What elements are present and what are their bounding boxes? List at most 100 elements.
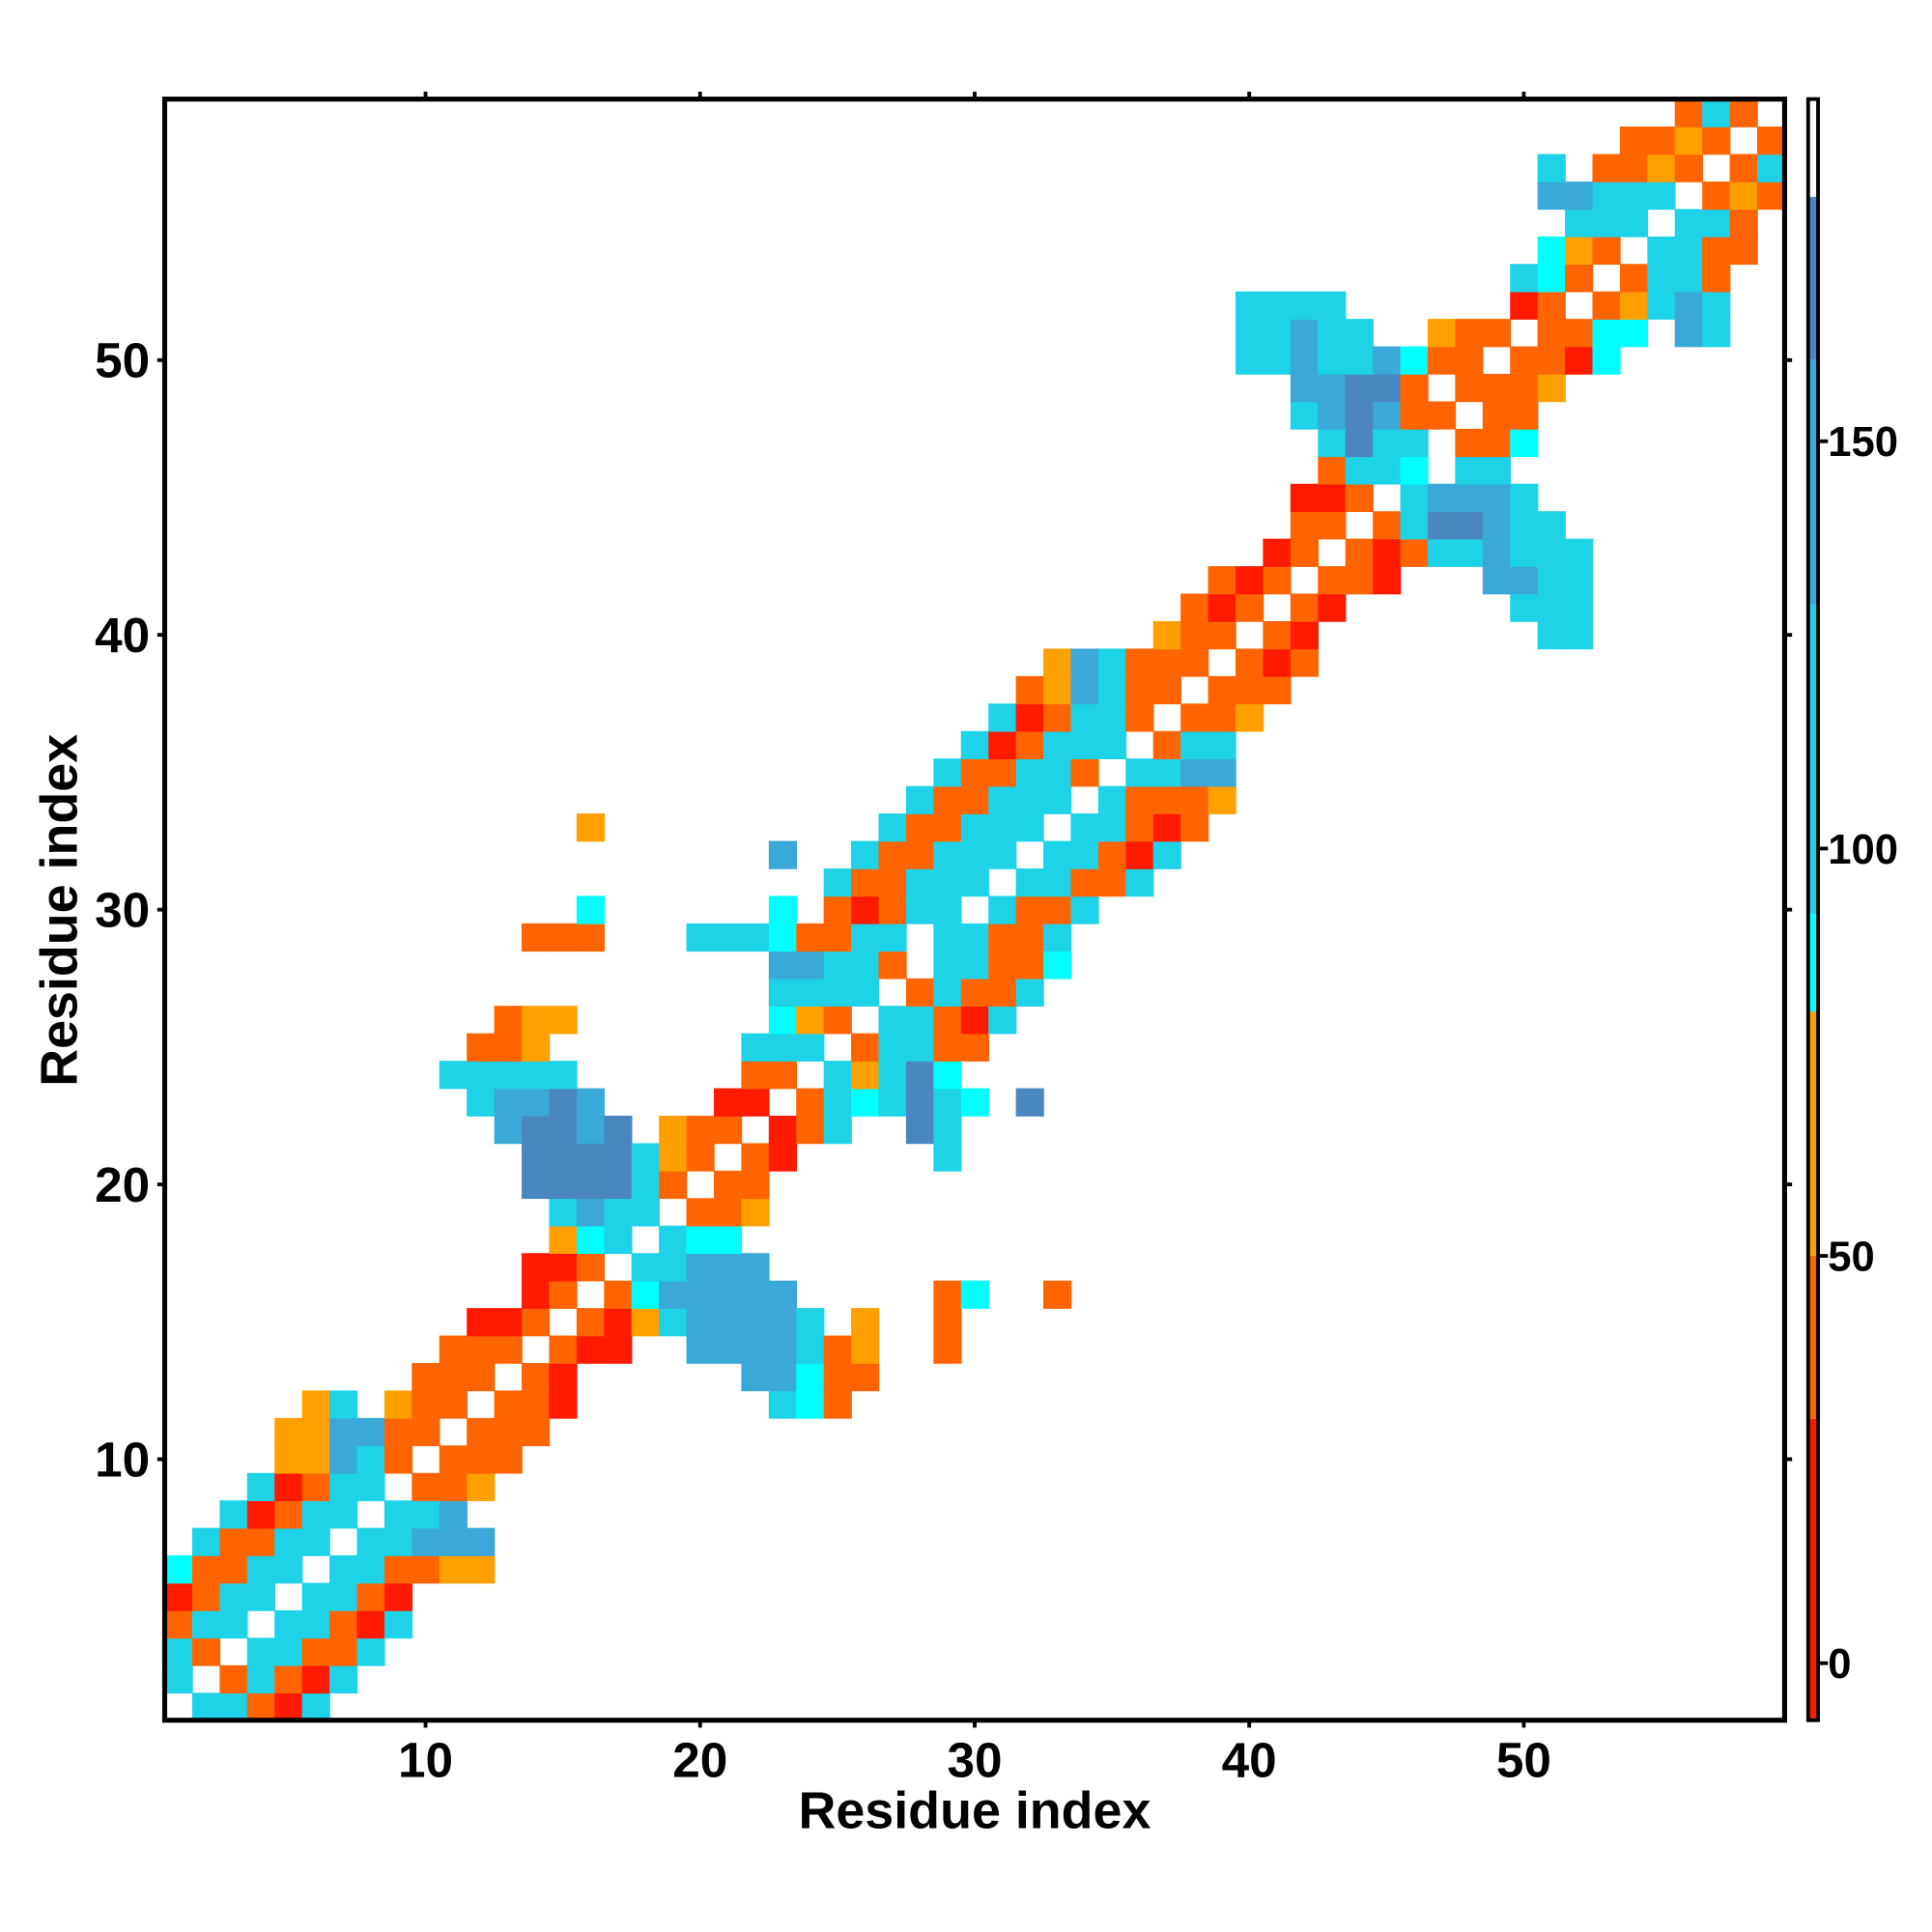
- heatmap-cell: [1043, 840, 1072, 869]
- heatmap-cell: [1263, 675, 1292, 705]
- heatmap-cell: [796, 978, 825, 1007]
- heatmap-cell: [604, 1225, 633, 1254]
- heatmap-cell: [576, 923, 606, 952]
- heatmap-cell: [823, 1006, 852, 1035]
- heatmap-cell: [1180, 648, 1209, 677]
- heatmap-cell: [1043, 648, 1072, 677]
- heatmap-cell: [219, 1527, 248, 1556]
- colorbar-segment: [1807, 196, 1819, 360]
- heatmap-cell: [1125, 648, 1154, 677]
- heatmap-cell: [246, 1582, 275, 1611]
- heatmap-cell: [1208, 785, 1236, 814]
- heatmap-cell: [1070, 675, 1099, 705]
- heatmap-cell: [301, 1664, 330, 1694]
- heatmap-cell: [1400, 456, 1429, 485]
- heatmap-cell: [960, 923, 989, 952]
- heatmap-cell: [741, 1335, 770, 1364]
- heatmap-cell: [494, 1088, 523, 1117]
- heatmap-cell: [301, 1500, 330, 1529]
- heatmap-cell: [905, 840, 935, 869]
- heatmap-cell: [851, 840, 880, 869]
- heatmap-cell: [933, 1033, 962, 1062]
- heatmap-cell: [1400, 401, 1429, 430]
- heatmap-cell: [329, 1417, 358, 1447]
- heatmap-cell: [164, 1664, 193, 1694]
- heatmap-cell: [384, 1500, 413, 1529]
- heatmap-cell: [960, 840, 989, 869]
- heatmap-cell: [356, 1582, 385, 1611]
- heatmap-cell: [1510, 538, 1539, 567]
- heatmap-cell: [659, 1280, 688, 1309]
- y-tick-label: 50: [95, 333, 150, 388]
- heatmap-cell: [1015, 785, 1044, 814]
- colorbar-segment: [1807, 604, 1819, 914]
- colorbar-segment: [1807, 99, 1819, 197]
- heatmap-cell: [905, 978, 935, 1007]
- heatmap-cell: [933, 1006, 962, 1035]
- heatmap-cell: [301, 1445, 330, 1474]
- heatmap-cell: [1619, 264, 1649, 293]
- heatmap-cell: [1647, 127, 1676, 156]
- heatmap-cell: [878, 868, 907, 897]
- heatmap-cell: [1702, 181, 1731, 211]
- heatmap-cell: [576, 1115, 606, 1145]
- heatmap-cell: [659, 1308, 688, 1337]
- heatmap-cell: [1647, 236, 1676, 265]
- heatmap-cell: [905, 1088, 935, 1117]
- heatmap-cell: [1345, 401, 1374, 430]
- colorbar-segment: [1807, 1418, 1819, 1720]
- heatmap-cell: [851, 923, 880, 952]
- heatmap-cell: [1345, 566, 1374, 595]
- heatmap-cell: [1537, 181, 1566, 211]
- heatmap-cell: [960, 785, 989, 814]
- heatmap-cell: [522, 1308, 551, 1337]
- heatmap-cell: [274, 1609, 303, 1639]
- heatmap-cell: [522, 1006, 551, 1035]
- heatmap-cell: [274, 1527, 303, 1556]
- heatmap-cell: [905, 1033, 935, 1062]
- heatmap-cell: [960, 868, 989, 897]
- heatmap-cell: [576, 1308, 606, 1337]
- heatmap-cell: [246, 1664, 275, 1694]
- heatmap-cell: [823, 895, 852, 924]
- heatmap-cell: [988, 758, 1017, 787]
- heatmap-cell: [713, 1335, 743, 1364]
- heatmap-cell: [878, 1033, 907, 1062]
- heatmap-cell: [1235, 291, 1264, 320]
- heatmap-cell: [768, 1006, 797, 1035]
- heatmap-cell: [549, 1253, 578, 1282]
- heatmap-cell: [933, 1088, 962, 1117]
- heatmap-cell: [768, 1280, 797, 1309]
- heatmap-cell: [219, 1555, 248, 1584]
- heatmap-cell: [1674, 127, 1703, 156]
- heatmap-cell: [1702, 99, 1731, 128]
- heatmap-cell: [1290, 538, 1320, 567]
- heatmap-cell: [467, 1362, 496, 1392]
- heatmap-cell: [960, 1088, 989, 1117]
- colorbar-tick-label: 100: [1828, 827, 1898, 873]
- heatmap-cell: [274, 1555, 303, 1584]
- heatmap-cell: [1647, 154, 1676, 183]
- heatmap-cell: [356, 1527, 385, 1556]
- heatmap-cell: [933, 1280, 962, 1309]
- heatmap-cell: [1235, 593, 1264, 622]
- heatmap-cell: [1565, 346, 1594, 375]
- heatmap-cell: [522, 1143, 551, 1172]
- heatmap-cell: [1537, 538, 1566, 567]
- heatmap-cell: [1290, 593, 1320, 622]
- heatmap-cell: [412, 1500, 440, 1529]
- heatmap-cell: [686, 1280, 715, 1309]
- heatmap-cell: [1043, 758, 1072, 787]
- heatmap-cell: [1015, 1088, 1044, 1117]
- heatmap-cell: [768, 1033, 797, 1062]
- heatmap-cell: [1510, 428, 1539, 458]
- heatmap-cell: [356, 1637, 385, 1666]
- heatmap-cell: [713, 1253, 743, 1282]
- heatmap-cell: [1674, 264, 1703, 293]
- heatmap-cell: [1318, 346, 1347, 375]
- heatmap-cell: [933, 1335, 962, 1364]
- heatmap-cell: [467, 1088, 496, 1117]
- heatmap-cell: [960, 951, 989, 980]
- heatmap-cell: [988, 785, 1017, 814]
